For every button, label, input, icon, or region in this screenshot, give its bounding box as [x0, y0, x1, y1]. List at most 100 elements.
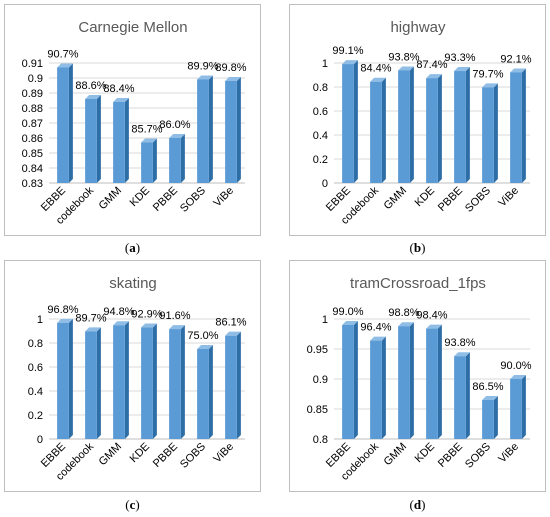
data-label: 90.0% [500, 360, 531, 372]
y-tick-label: 1 [37, 314, 43, 326]
y-tick-label: 0.4 [313, 130, 328, 142]
category-label: PBBE [151, 441, 180, 470]
bar-top [342, 321, 358, 325]
data-label: 93.8% [388, 51, 419, 63]
bar-side [521, 68, 526, 183]
data-label: 89.9% [187, 61, 218, 73]
y-tick-label: 0.83 [22, 178, 43, 190]
caption-a: (a) [124, 240, 141, 255]
bar-side [208, 75, 213, 183]
caption-b: (b) [409, 240, 426, 255]
data-label: 93.8% [444, 337, 475, 349]
bar-top [197, 75, 213, 80]
chart-svg-b: highway00.20.40.60.8199.1%EBBE84.4%codeb… [313, 19, 532, 227]
bar-top [141, 323, 157, 328]
bar-top [398, 66, 414, 71]
category-label: SOBS [463, 441, 493, 471]
category-label: PBBE [436, 441, 465, 470]
bar-top [370, 336, 386, 341]
bar-top [370, 77, 386, 82]
chart-svg-c: skating00.20.40.60.8196.8%EBBE89.7%codeb… [28, 275, 247, 483]
y-tick-label: 0.4 [28, 386, 43, 398]
y-tick-label: 0.85 [22, 148, 43, 160]
bar-side [493, 83, 498, 183]
bar [510, 379, 522, 439]
bar-side [521, 375, 526, 439]
category-label: ViBe [211, 185, 236, 210]
bar [85, 331, 97, 439]
bar-top [454, 67, 470, 72]
bar-side [381, 77, 386, 183]
caption-d: (d) [409, 497, 426, 512]
bar-top [454, 352, 470, 357]
bar-top [57, 63, 73, 68]
bar [197, 349, 209, 439]
bar-side [180, 325, 185, 439]
category-label: GMM [382, 185, 409, 212]
y-tick-label: 0 [322, 178, 328, 190]
bar [342, 64, 354, 183]
bar [169, 138, 181, 183]
bar-top [426, 74, 442, 79]
bar-side [353, 60, 358, 183]
bar [113, 325, 125, 439]
category-label: SOBS [178, 441, 208, 471]
bar-top [85, 95, 101, 99]
y-tick-label: 0.6 [28, 362, 43, 374]
bar [169, 329, 181, 439]
bar-top [169, 325, 185, 330]
chart-title: skating [109, 275, 157, 292]
bar [398, 70, 410, 183]
bar-top [225, 77, 241, 81]
category-label: PBBE [151, 185, 180, 214]
y-tick-label: 1 [322, 314, 328, 326]
category-label: GMM [97, 441, 124, 468]
bar-top [141, 138, 157, 143]
bar-side [437, 324, 442, 439]
y-tick-label: 1 [322, 58, 328, 70]
y-tick-label: 0.85 [307, 404, 328, 416]
bar-side [236, 331, 241, 439]
chart-title: tramCrossroad_1fps [350, 275, 486, 292]
data-label: 88.4% [103, 83, 134, 95]
data-label: 94.8% [103, 306, 134, 318]
bar-top [169, 134, 185, 138]
bar-top [510, 375, 526, 379]
category-label: ViBe [496, 441, 521, 466]
bar [141, 327, 153, 439]
bar [342, 325, 354, 439]
bar-top [342, 60, 358, 65]
y-tick-label: 0.88 [22, 103, 43, 115]
bar [510, 72, 522, 183]
bar-side [152, 138, 157, 183]
data-label: 89.8% [215, 62, 246, 74]
bar-side [409, 322, 414, 439]
bar-top [426, 324, 442, 329]
bar-top [225, 331, 241, 336]
bar-side [68, 63, 73, 183]
y-tick-label: 0.86 [22, 133, 43, 145]
data-label: 92.9% [131, 309, 162, 321]
data-label: 79.7% [472, 68, 503, 80]
bar-top [482, 83, 498, 88]
bar [370, 340, 382, 439]
chart-title: highway [390, 19, 446, 36]
chart-panel-b: highway 0 0.2 0.4 0.6 0.8 1 99.1% EBBE 84.4% codeb… [289, 4, 546, 236]
data-label: 85.7% [131, 124, 162, 136]
category-label: PBBE [436, 185, 465, 214]
data-label: 93.3% [444, 52, 475, 64]
y-tick-label: 0.8 [313, 82, 328, 94]
bar-side [208, 345, 213, 439]
category-label: SOBS [178, 185, 208, 215]
bar [225, 81, 237, 183]
data-label: 84.4% [360, 63, 391, 75]
bar [370, 81, 382, 183]
bar-top [113, 321, 129, 326]
bar [426, 78, 438, 183]
bar-side [465, 67, 470, 183]
bar-side [124, 321, 129, 439]
bar-side [409, 66, 414, 183]
data-label: 99.1% [332, 45, 363, 57]
chart-title: Carnegie Mellon [78, 19, 187, 36]
bar-side [152, 323, 157, 439]
